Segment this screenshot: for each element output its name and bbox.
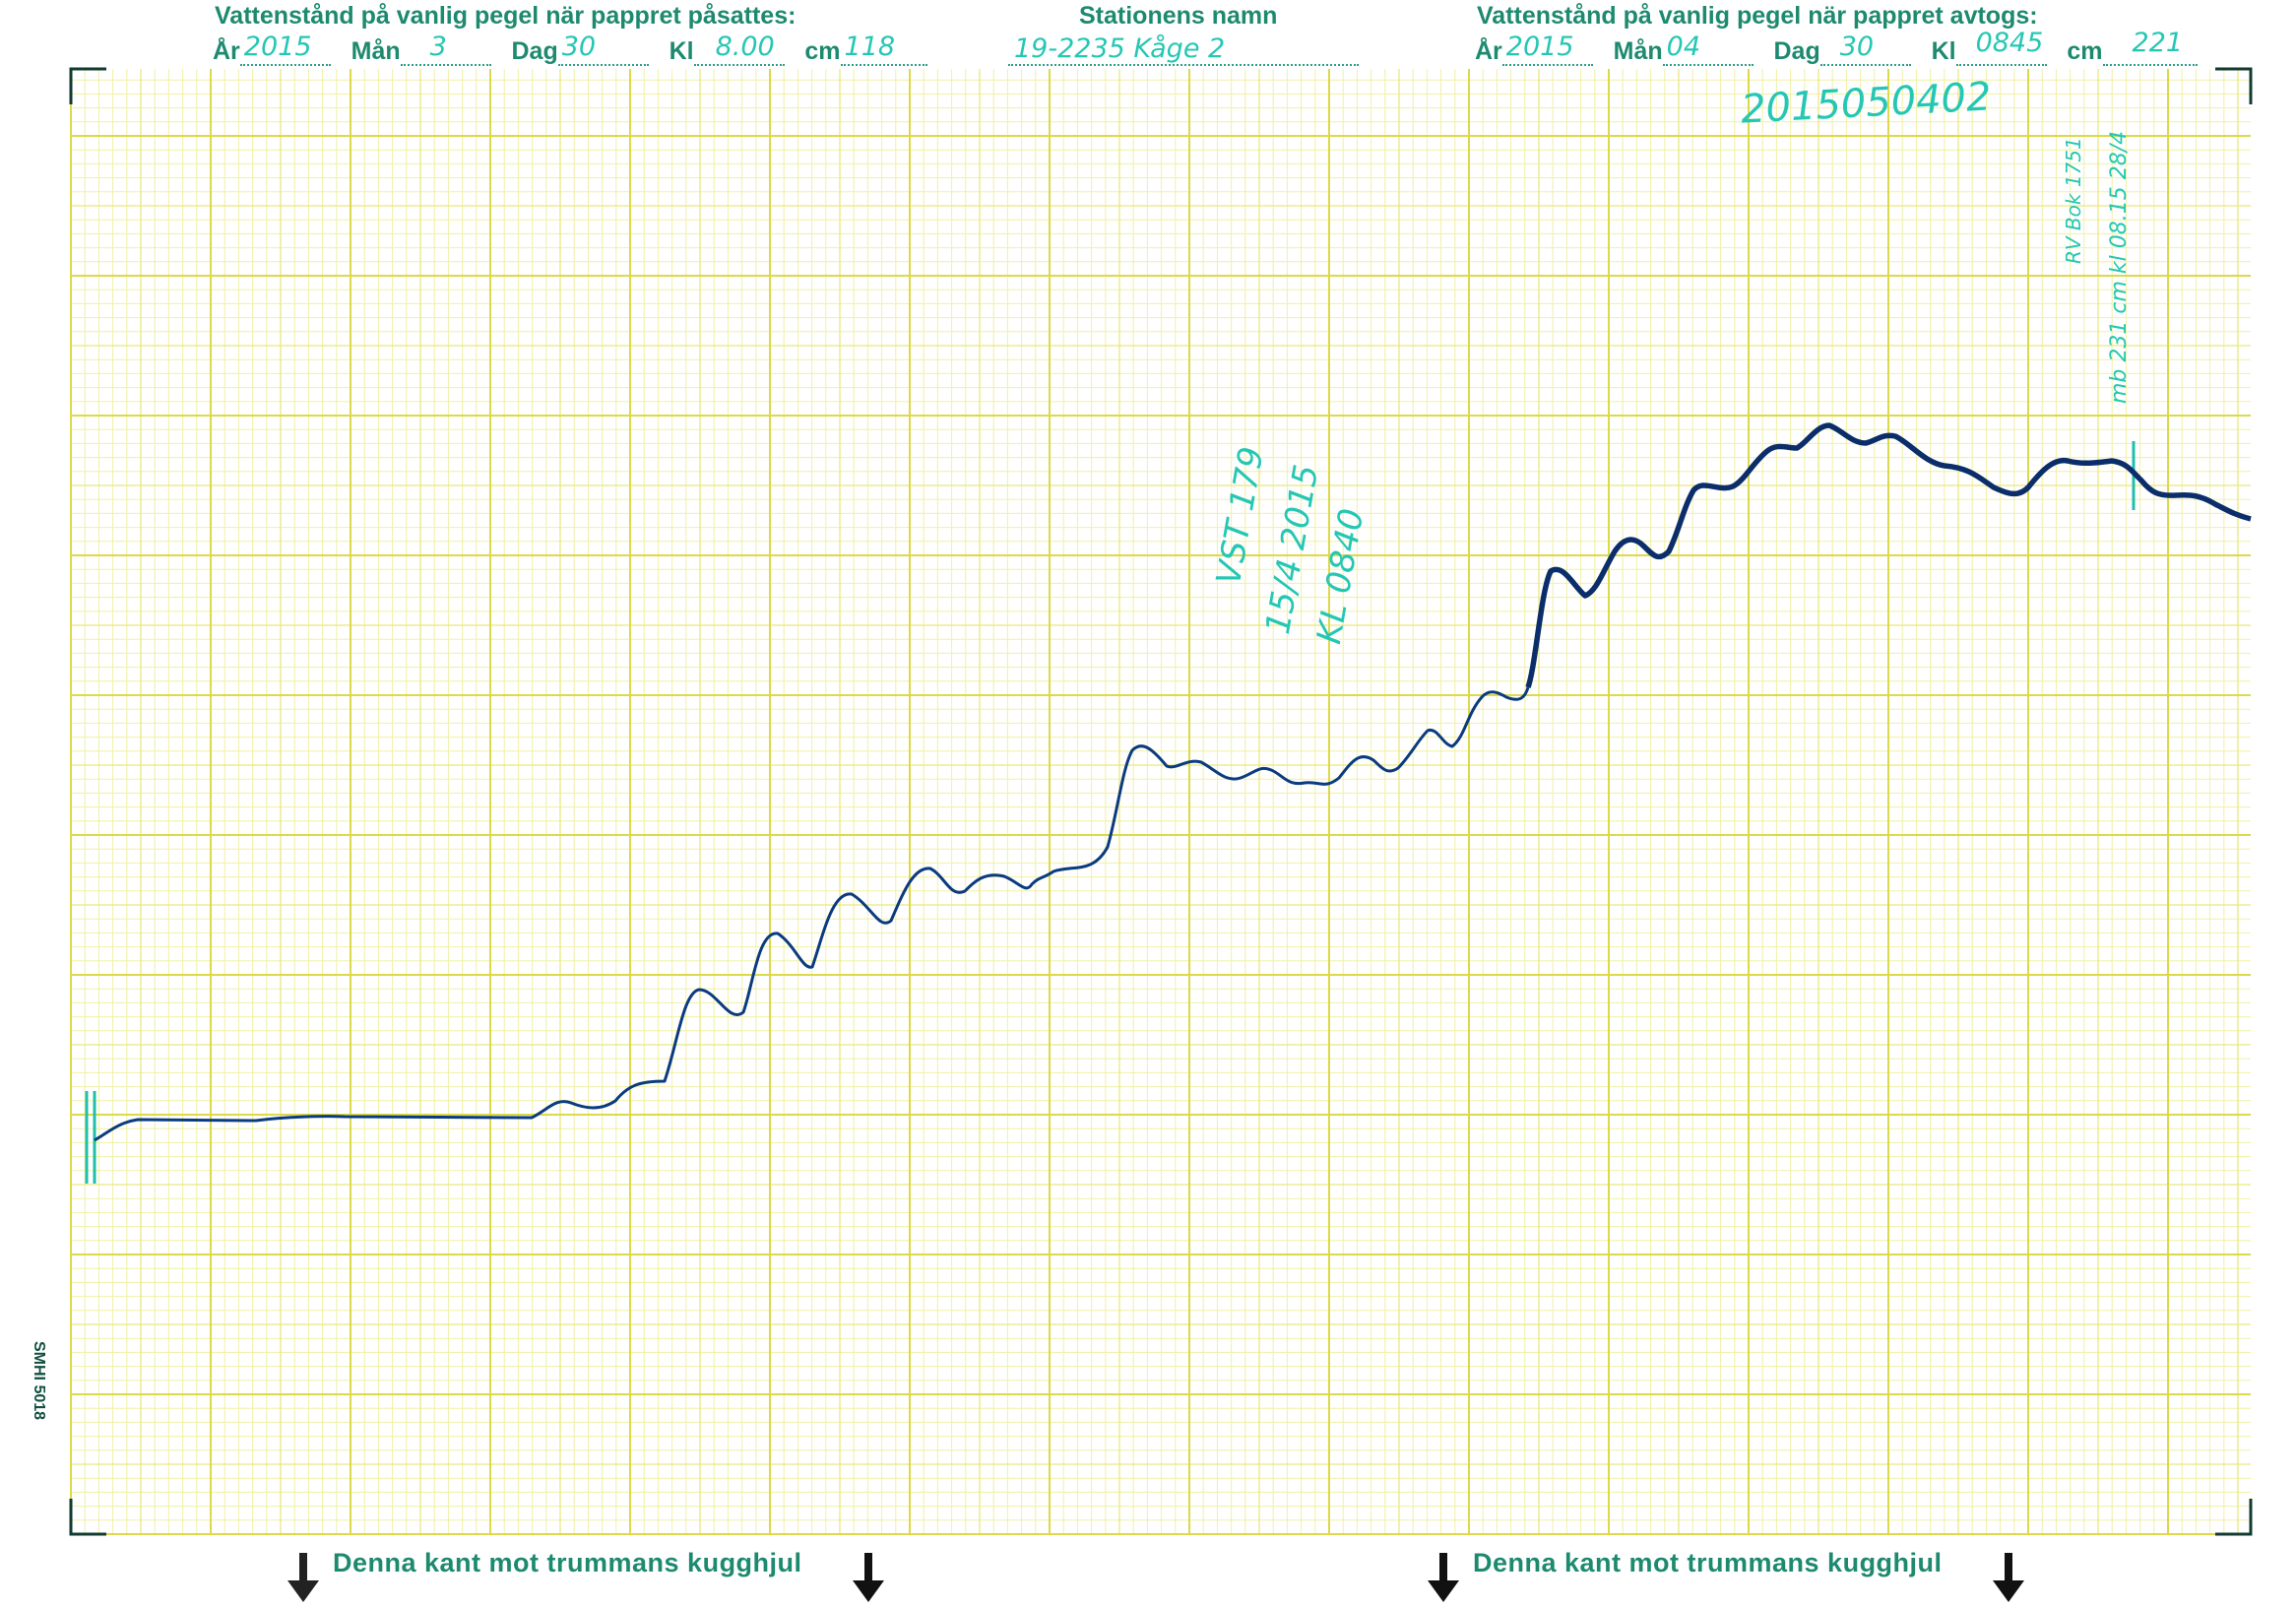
dag-label-right: Dag xyxy=(1773,37,1820,65)
kl-label-right: Kl xyxy=(1931,37,1956,65)
header-left-title: Vattenstånd på vanlig pegel när pappret … xyxy=(215,2,797,30)
cm-label: cm xyxy=(804,37,841,65)
ar-label: År xyxy=(213,37,240,65)
ar-value-right: 2015 xyxy=(1505,32,1574,62)
kl-value-right: 0845 xyxy=(1975,28,2044,58)
dag-label: Dag xyxy=(511,37,558,65)
ar-value: 2015 xyxy=(243,32,312,62)
rv-note-line-1: RV Bok 1751 xyxy=(2062,137,2085,264)
corner-marks xyxy=(69,67,2253,1536)
down-arrow-icon xyxy=(853,1553,884,1602)
cm-value: 118 xyxy=(844,32,896,62)
ar-label-right: År xyxy=(1475,37,1502,65)
header-left-fields: År 2015 Mån 3 Dag 30 Kl 8.00 cm 118 xyxy=(213,32,927,66)
man-value: 3 xyxy=(429,32,447,62)
down-arrow-icon xyxy=(1428,1553,1459,1602)
water-level-trace-heavy xyxy=(1525,422,2252,688)
man-label-right: Mån xyxy=(1613,37,1663,65)
man-value-right: 04 xyxy=(1666,32,1700,62)
cm-field: 118 xyxy=(840,32,927,66)
dag-value: 30 xyxy=(561,32,597,62)
footer-label-right: Denna kant mot trummans kugghjul xyxy=(1473,1548,1943,1577)
kl-label: Kl xyxy=(669,37,694,65)
header-right-title: Vattenstånd på vanlig pegel när pappret … xyxy=(1477,2,2038,30)
man-field: 3 xyxy=(400,32,491,66)
header-right-fields: År 2015 Mån 04 Dag 30 Kl 0845 cm 221 xyxy=(1475,28,2198,66)
down-arrow-icon xyxy=(1993,1553,2024,1602)
station-field: 19-2235 Kåge 2 xyxy=(1008,33,1359,66)
header-center-title: Stationens namn xyxy=(1079,2,1278,30)
cm-value-right: 221 xyxy=(2132,28,2184,58)
water-level-trace xyxy=(94,686,1530,1142)
dag-value-right: 30 xyxy=(1839,32,1875,62)
cm-label-right: cm xyxy=(2067,37,2103,65)
dag-field: 30 xyxy=(557,32,649,66)
down-arrow-icon xyxy=(287,1553,319,1602)
station-name: 19-2235 Kåge 2 xyxy=(1014,33,1226,64)
rv-note-line-2: mb 231 cm kl 08.15 28/4 xyxy=(2107,130,2132,404)
start-marker xyxy=(85,1091,96,1184)
man-label: Mån xyxy=(351,37,401,65)
kl-value: 8.00 xyxy=(715,32,775,62)
footer-label-left: Denna kant mot trummans kugghjul xyxy=(333,1548,802,1577)
form-number: SMHI 5018 xyxy=(31,1341,47,1421)
ar-field: 2015 xyxy=(239,32,331,66)
kl-field: 8.00 xyxy=(693,32,785,66)
